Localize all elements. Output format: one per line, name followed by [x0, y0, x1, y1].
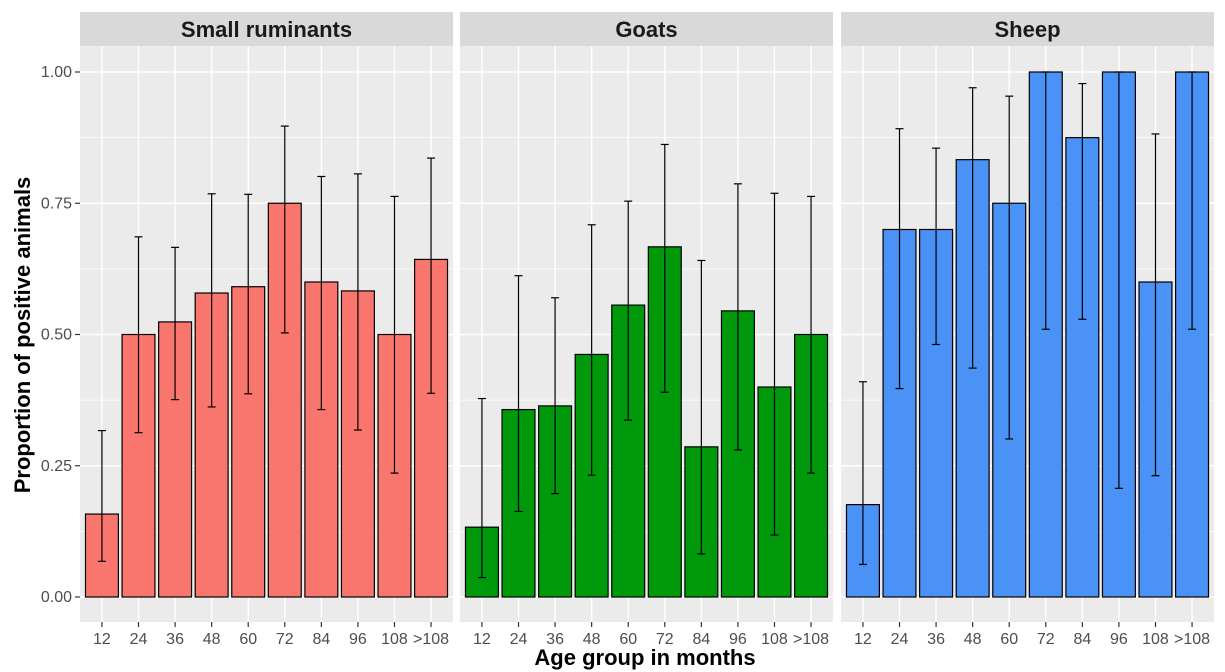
- x-tick-label: 108: [761, 631, 788, 648]
- facet-panel-2: Sheep 12 24 36 48 60 72 84 96 108 >108: [841, 12, 1214, 648]
- x-tick-label: 72: [1037, 631, 1055, 648]
- x-tick-label: 84: [692, 631, 710, 648]
- y-tick-label: 1.00: [41, 64, 72, 81]
- x-axis-title: Age group in months: [534, 645, 755, 670]
- x-tick-label: 108: [381, 631, 408, 648]
- x-tick-label: 72: [276, 631, 294, 648]
- x-tick-label: 48: [203, 631, 221, 648]
- x-tick-label: 36: [166, 631, 184, 648]
- x-tick-label: 12: [473, 631, 491, 648]
- x-tick-label: 24: [891, 631, 909, 648]
- x-tick-label: 108: [1142, 631, 1169, 648]
- y-tick-label: 0.00: [41, 589, 72, 606]
- x-tick-label: 36: [546, 631, 564, 648]
- facet-panel-1: Goats 12 24 36 48 60 72 84 96 108 >108: [460, 12, 833, 648]
- x-tick-label: 48: [583, 631, 601, 648]
- facet-strip: [460, 12, 833, 46]
- x-tick-label: 84: [312, 631, 330, 648]
- y-tick-label: 0.25: [41, 458, 72, 475]
- bar->108: [1175, 71, 1210, 598]
- x-tick-label: 72: [656, 631, 674, 648]
- facet-strip: [841, 12, 1214, 46]
- x-tick-label: 48: [964, 631, 982, 648]
- x-tick-label: 24: [510, 631, 528, 648]
- bar-48: [194, 292, 229, 598]
- x-tick-label: 60: [619, 631, 637, 648]
- x-tick-label: >108: [793, 631, 829, 648]
- y-axis-title: Proportion of positive animals: [10, 177, 35, 494]
- x-tick-label: >108: [413, 631, 449, 648]
- x-tick-label: >108: [1174, 631, 1210, 648]
- facet-strip-title: Goats: [615, 17, 677, 42]
- x-tick-label: 60: [1000, 631, 1018, 648]
- x-tick-label: 96: [349, 631, 367, 648]
- bar-24: [121, 333, 156, 598]
- x-tick-label: 24: [130, 631, 148, 648]
- x-tick-label: 96: [729, 631, 747, 648]
- facet-strip-title: Small ruminants: [181, 17, 352, 42]
- facet-strip-title: Sheep: [994, 17, 1060, 42]
- x-tick-label: 12: [93, 631, 111, 648]
- y-tick-label: 0.50: [41, 327, 72, 344]
- x-tick-label: 84: [1073, 631, 1091, 648]
- x-tick-label: 60: [239, 631, 257, 648]
- x-tick-label: 12: [854, 631, 872, 648]
- x-tick-label: 96: [1110, 631, 1128, 648]
- facet-panel-0: Small ruminants 12 24 36 48 60 72 84 96 108 >108: [80, 12, 453, 648]
- y-tick-label: 0.75: [41, 195, 72, 212]
- x-tick-label: 36: [927, 631, 945, 648]
- facet-strip: [80, 12, 453, 46]
